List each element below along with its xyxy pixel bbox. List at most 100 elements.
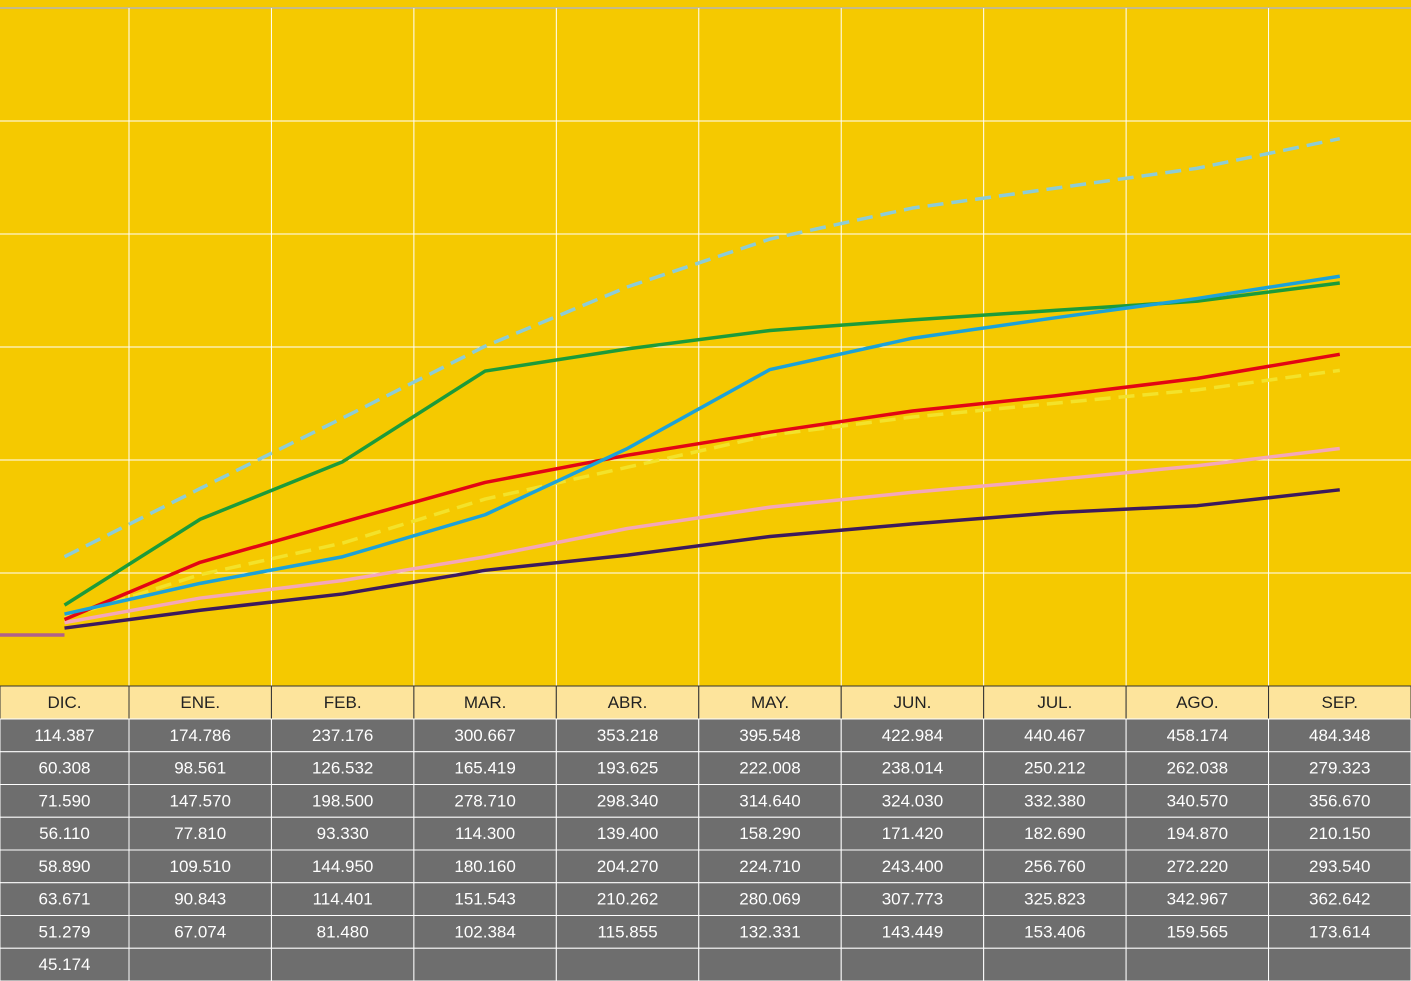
table-value: 458.174 (1167, 726, 1228, 745)
series-line (63, 368, 1341, 620)
table-value: 45.174 (39, 955, 91, 974)
table-cell (1125, 816, 1270, 851)
header-cell (128, 685, 272, 720)
table-cell (128, 947, 272, 981)
table-value: 204.270 (597, 857, 658, 876)
table-value: 139.400 (597, 824, 658, 843)
table-value: 210.262 (597, 890, 658, 909)
table-value: 340.570 (1167, 791, 1228, 810)
x-tick-label: MAY. (751, 693, 789, 712)
table-cell (0, 915, 130, 949)
table-cell (1125, 947, 1270, 981)
table-value: 165.419 (454, 759, 515, 778)
table-cell (983, 718, 1127, 753)
table-cell (270, 718, 415, 753)
table-value: 77.810 (174, 824, 226, 843)
table-value: 182.690 (1024, 824, 1085, 843)
table-cell (128, 882, 272, 916)
table-value: 298.340 (597, 791, 658, 810)
table-value: 67.074 (174, 922, 226, 941)
table-cell (413, 849, 557, 884)
table-cell (698, 751, 842, 785)
table-value: 71.590 (39, 791, 91, 810)
table-value: 58.890 (39, 857, 91, 876)
table-cell (698, 718, 842, 753)
table-value: 280.069 (739, 890, 800, 909)
table-value: 222.008 (739, 759, 800, 778)
table-value: 198.500 (312, 791, 373, 810)
table-cell (1125, 718, 1270, 753)
header-cell (840, 685, 985, 720)
table-cell (413, 718, 557, 753)
table-value: 440.467 (1024, 726, 1085, 745)
table-cell (0, 718, 130, 753)
x-tick-label: JUN. (894, 693, 932, 712)
table-cell (128, 784, 272, 818)
table-value: 293.540 (1309, 857, 1370, 876)
table-cell (698, 784, 842, 818)
table-cell (1125, 882, 1270, 916)
table-value: 60.308 (39, 759, 91, 778)
table-cell (270, 947, 415, 981)
table-value: 126.532 (312, 759, 373, 778)
table-value: 144.950 (312, 857, 373, 876)
table-cell (983, 751, 1127, 785)
table-value: 98.561 (174, 759, 226, 778)
table-cell (413, 947, 557, 981)
table-value: 250.212 (1024, 759, 1085, 778)
x-tick-label: FEB. (324, 693, 362, 712)
table-value: 114.387 (34, 726, 94, 745)
table-cell (840, 718, 985, 753)
table-cell (0, 816, 130, 851)
table-value: 279.323 (1309, 759, 1370, 778)
table-cell (555, 915, 700, 949)
x-tick-label: JUL. (1037, 693, 1072, 712)
table-cell (1268, 816, 1411, 851)
table-cell (840, 784, 985, 818)
table-value: 153.406 (1024, 922, 1085, 941)
header-cell (1268, 685, 1411, 720)
series-line (63, 281, 1341, 607)
table-cell (555, 849, 700, 884)
x-tick-label: DIC. (48, 693, 82, 712)
table-cell (0, 849, 130, 884)
series-line (63, 352, 1341, 622)
table-value: 194.870 (1167, 824, 1228, 843)
table-value: 395.548 (739, 726, 800, 745)
plot-background (0, 0, 1411, 686)
table-value: 159.565 (1167, 922, 1228, 941)
table-cell (0, 947, 130, 981)
table-value: 300.667 (454, 726, 515, 745)
table-cell (270, 784, 415, 818)
table-cell (983, 849, 1127, 884)
table-value: 314.640 (739, 791, 800, 810)
table-value: 307.773 (882, 890, 943, 909)
x-tick-label: ENE. (180, 693, 220, 712)
table-cell (1268, 751, 1411, 785)
table-value: 353.218 (597, 726, 658, 745)
table-cell (413, 784, 557, 818)
table-cell (840, 882, 985, 916)
series-line (64, 274, 1341, 616)
table-cell (270, 882, 415, 916)
table-value: 90.843 (174, 890, 226, 909)
table-value: 81.480 (317, 922, 369, 941)
table-cell (128, 915, 272, 949)
header-cell (1125, 685, 1270, 720)
table-value: 262.038 (1167, 759, 1228, 778)
table-value: 210.150 (1309, 824, 1370, 843)
x-tick-label: MAR. (464, 693, 507, 712)
table-cell (840, 947, 985, 981)
table-value: 332.380 (1024, 791, 1085, 810)
table-value: 180.160 (454, 857, 515, 876)
table-value: 224.710 (739, 857, 800, 876)
table-value: 56.110 (39, 824, 90, 843)
table-value: 356.670 (1309, 791, 1370, 810)
table-value: 422.984 (882, 726, 943, 745)
table-value: 174.786 (169, 726, 230, 745)
table-cell (0, 882, 130, 916)
table-cell (555, 816, 700, 851)
table-value: 109.510 (169, 857, 230, 876)
